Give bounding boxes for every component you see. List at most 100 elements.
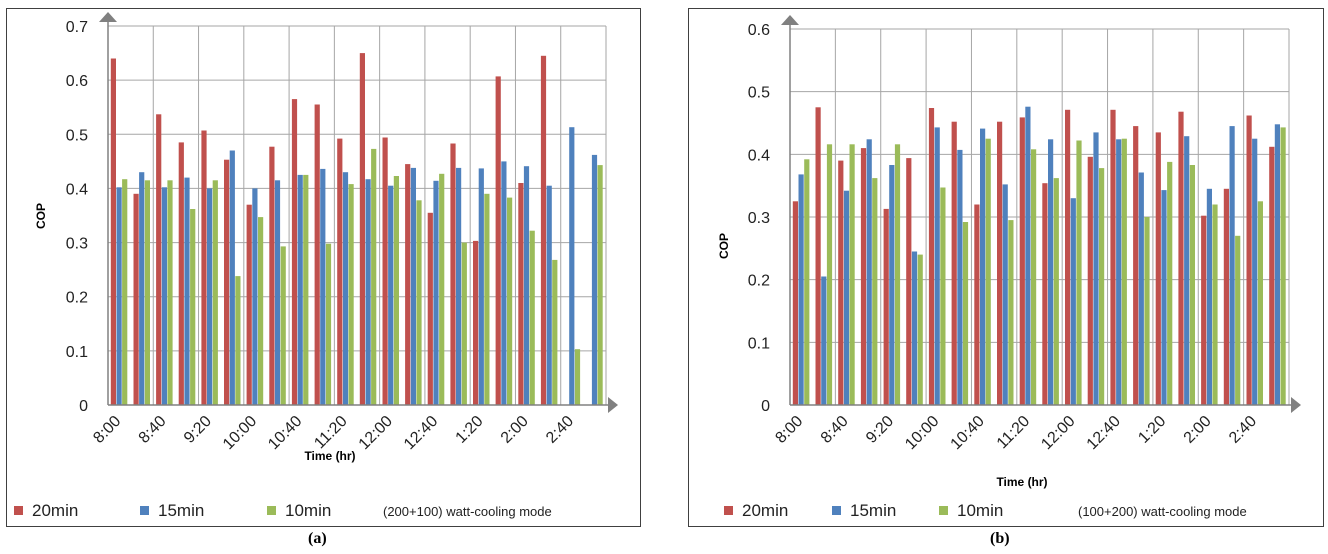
x-tick-label: 10:40 <box>948 413 988 453</box>
bar-20min-5 <box>224 159 230 405</box>
bar-15min-16 <box>478 168 484 405</box>
bar-10min-14 <box>439 173 445 405</box>
mode-note: (200+100) watt-cooling mode <box>383 504 552 519</box>
bar-20min-10 <box>337 138 343 405</box>
bar-15min-12 <box>388 185 394 405</box>
bar-20min-6 <box>246 204 252 405</box>
x-tick-label: 10:00 <box>220 413 260 453</box>
bar-15min-11 <box>365 179 371 405</box>
mode-note: (100+200) watt-cooling mode <box>1078 504 1247 519</box>
bar-10min-21 <box>597 165 603 405</box>
x-tick-label: 12:40 <box>401 413 441 453</box>
bar-10min-15 <box>1144 217 1150 405</box>
bar-15min-5 <box>911 251 918 405</box>
bar-20min-1 <box>815 107 821 406</box>
bar-20min-7 <box>269 146 275 405</box>
y-tick-label: 0.7 <box>66 19 88 36</box>
y-tick-label: 0 <box>79 398 88 415</box>
x-tick-label: 1:20 <box>1135 413 1169 447</box>
y-tick-label: 0.3 <box>66 236 88 253</box>
bar-15min-18 <box>523 166 530 405</box>
legend-swatch-10min <box>267 506 276 515</box>
bar-15min-9 <box>1002 184 1008 405</box>
bar-20min-3 <box>860 148 867 405</box>
bar-15min-2 <box>843 190 850 405</box>
bar-10min-6 <box>940 187 946 405</box>
bar-20min-18 <box>518 183 524 405</box>
bar-10min-7 <box>280 246 286 405</box>
bar-10min-17 <box>1189 165 1195 405</box>
bar-10min-3 <box>872 178 878 405</box>
y-axis-arrow <box>781 15 799 25</box>
bar-15min-0 <box>116 187 122 405</box>
bar-10min-13 <box>1099 168 1105 405</box>
bar-15min-15 <box>456 167 462 405</box>
bar-20min-16 <box>1155 132 1161 405</box>
bar-20min-11 <box>1042 183 1048 405</box>
y-tick-label: 0 <box>761 398 770 415</box>
legend-swatch-15min <box>832 506 841 515</box>
bar-20min-0 <box>110 58 116 405</box>
chart-a: 00.10.20.30.40.50.60.78:00 8:40 9:20 10:00 1… <box>14 12 618 520</box>
x-tick-label: 12:00 <box>356 413 396 453</box>
bar-20min-1 <box>133 193 139 405</box>
bar-20min-15 <box>450 143 456 405</box>
x-tick-label: 8:00 <box>90 413 124 447</box>
panel-label-b: (b) <box>990 530 1010 547</box>
bar-15min-19 <box>546 185 552 405</box>
bar-15min-8 <box>980 128 986 405</box>
bar-15min-1 <box>139 172 145 405</box>
bar-20min-2 <box>156 114 162 406</box>
bar-10min-17 <box>507 197 513 405</box>
bar-10min-16 <box>1167 161 1173 405</box>
bar-15min-4 <box>889 165 895 405</box>
y-tick-label: 0.5 <box>748 85 770 102</box>
x-tick-label: 8:00 <box>772 413 806 447</box>
x-tick-label: 8:40 <box>136 413 170 447</box>
bar-15min-6 <box>252 188 258 405</box>
bar-15min-20 <box>1252 138 1258 405</box>
x-tick-label: 9:20 <box>181 413 215 447</box>
x-axis-title: Time (hr) <box>304 449 355 463</box>
legend-label-10min: 10min <box>285 501 331 520</box>
y-tick-label: 0.2 <box>748 273 770 290</box>
bar-20min-9 <box>997 121 1003 405</box>
bar-20min-12 <box>382 137 388 405</box>
bar-10min-0 <box>804 159 810 405</box>
bar-20min-7 <box>951 121 957 405</box>
bar-15min-14 <box>1116 139 1122 406</box>
bar-15min-15 <box>1138 172 1144 405</box>
legend-label-20min: 20min <box>32 501 78 520</box>
bar-10min-5 <box>235 276 241 405</box>
bar-10min-5 <box>917 254 923 405</box>
x-tick-label: 11:20 <box>311 413 351 453</box>
bar-15min-8 <box>297 174 303 405</box>
panel-label-a: (a) <box>308 530 327 547</box>
bar-10min-12 <box>1076 140 1082 405</box>
x-tick-label: 2:00 <box>1181 413 1215 447</box>
bar-20min-5 <box>906 158 912 405</box>
bar-15min-5 <box>229 150 235 405</box>
bar-10min-9 <box>1008 220 1014 405</box>
bar-10min-9 <box>325 243 332 405</box>
bar-20min-12 <box>1065 109 1071 406</box>
bar-20min-16 <box>473 240 479 405</box>
bar-10min-21 <box>1280 127 1286 406</box>
y-tick-label: 0.4 <box>66 181 88 198</box>
bar-10min-14 <box>1121 138 1127 405</box>
bar-20min-0 <box>792 201 798 405</box>
bar-10min-15 <box>461 242 467 405</box>
bar-10min-8 <box>303 174 309 405</box>
bar-15min-13 <box>1093 132 1099 405</box>
x-tick-label: 11:20 <box>994 413 1034 453</box>
bar-15min-7 <box>274 180 281 405</box>
legend-label-15min: 15min <box>158 501 204 520</box>
bar-20min-10 <box>1019 117 1025 406</box>
legend-label-20min: 20min <box>742 501 788 520</box>
bar-10min-19 <box>1235 235 1241 405</box>
bar-15min-10 <box>342 172 349 405</box>
bar-10min-7 <box>962 222 969 405</box>
y-tick-label: 0.5 <box>66 127 88 144</box>
x-tick-label: 1:20 <box>453 413 487 447</box>
